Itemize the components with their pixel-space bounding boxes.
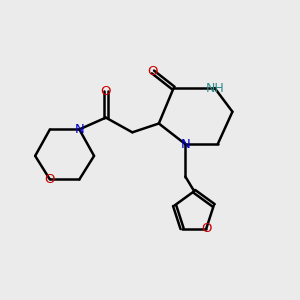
Text: O: O <box>45 173 55 186</box>
Text: N: N <box>181 138 190 151</box>
Text: O: O <box>100 85 111 98</box>
Text: O: O <box>148 65 158 79</box>
Text: NH: NH <box>206 82 224 95</box>
Text: O: O <box>201 222 211 235</box>
Text: N: N <box>74 123 84 136</box>
